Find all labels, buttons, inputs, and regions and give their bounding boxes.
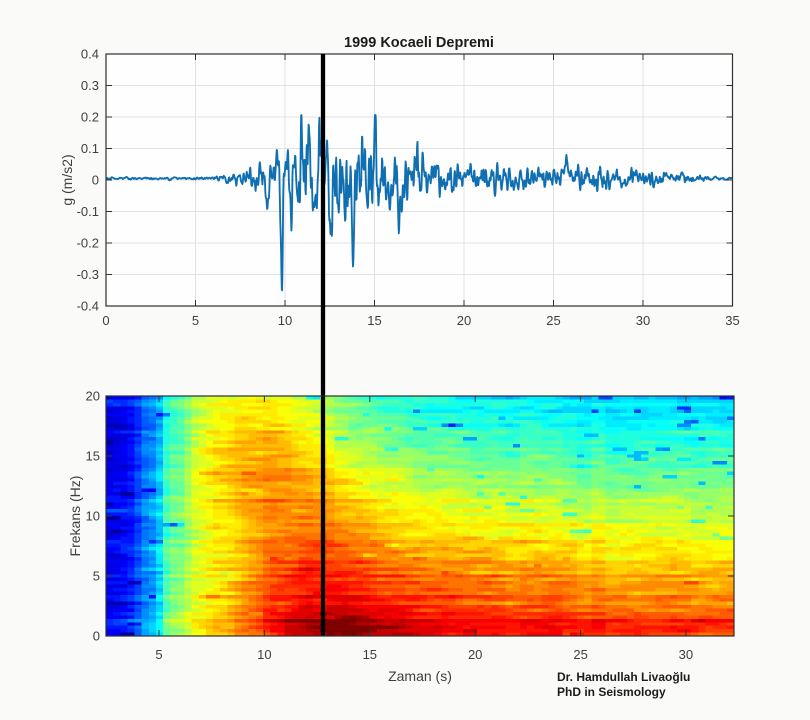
svg-text:-0.2: -0.2 [77, 236, 99, 251]
svg-text:PhD in Seismology: PhD in Seismology [557, 685, 666, 699]
svg-text:35: 35 [725, 313, 739, 328]
svg-text:0.2: 0.2 [81, 110, 99, 125]
svg-text:0.3: 0.3 [81, 78, 99, 93]
svg-text:Frekans (Hz): Frekans (Hz) [67, 476, 83, 557]
svg-text:30: 30 [636, 313, 650, 328]
svg-text:0.4: 0.4 [81, 47, 99, 62]
svg-text:20: 20 [86, 389, 100, 404]
svg-text:0: 0 [102, 313, 109, 328]
svg-text:20: 20 [457, 313, 471, 328]
svg-text:25: 25 [546, 313, 560, 328]
svg-text:0: 0 [93, 629, 100, 644]
svg-text:0.1: 0.1 [81, 141, 99, 156]
svg-text:30: 30 [679, 647, 693, 662]
svg-text:1999 Kocaeli Depremi: 1999 Kocaeli Depremi [344, 35, 494, 51]
svg-text:5: 5 [192, 313, 199, 328]
svg-text:15: 15 [363, 647, 377, 662]
svg-text:5: 5 [155, 647, 162, 662]
svg-text:20: 20 [468, 647, 482, 662]
svg-text:0: 0 [92, 173, 99, 188]
svg-text:-0.3: -0.3 [77, 267, 99, 282]
svg-text:15: 15 [367, 313, 381, 328]
svg-text:-0.4: -0.4 [77, 299, 99, 314]
svg-text:-0.1: -0.1 [77, 204, 99, 219]
svg-text:15: 15 [86, 449, 100, 464]
svg-text:5: 5 [93, 569, 100, 584]
svg-text:10: 10 [278, 313, 292, 328]
svg-text:g (m/s2): g (m/s2) [59, 154, 75, 205]
svg-text:Zaman (s): Zaman (s) [388, 668, 452, 684]
svg-text:10: 10 [257, 647, 271, 662]
svg-text:25: 25 [573, 647, 587, 662]
svg-text:10: 10 [86, 509, 100, 524]
svg-text:Dr. Hamdullah Livaoğlu: Dr. Hamdullah Livaoğlu [557, 670, 690, 684]
